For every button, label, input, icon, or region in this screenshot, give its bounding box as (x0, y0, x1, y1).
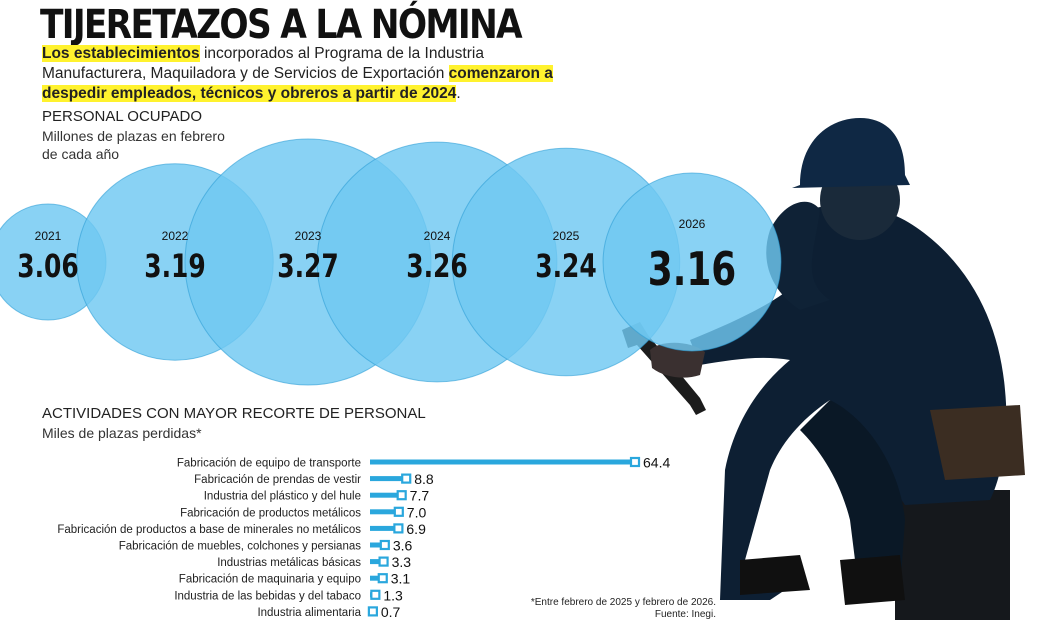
bar (370, 525, 399, 531)
bubble-value-label: 3.24 (535, 247, 597, 285)
bar (370, 476, 407, 482)
bar-category-label: Industria de las bebidas y del tabaco (174, 590, 361, 602)
bar-value-label: 3.1 (391, 571, 411, 587)
bar-end-marker (401, 473, 412, 484)
bubble-value-label: 3.06 (17, 247, 79, 285)
section2-subtitle: Miles de plazas perdidas* (42, 425, 202, 441)
bar (370, 559, 384, 565)
bubble-value-label: 3.26 (406, 247, 468, 285)
toolbox-shape (895, 490, 1010, 620)
bubble-year-label: 2024 (424, 229, 451, 243)
footnote: *Entre febrero de 2025 y febrero de 2026… (530, 597, 716, 608)
bar (370, 509, 399, 515)
bubble-year-label: 2023 (295, 229, 322, 243)
bubble-value-label: 3.27 (277, 247, 339, 285)
bubble-year-label: 2026 (679, 217, 706, 231)
bar-value-label: 7.7 (410, 488, 430, 504)
bar-end-marker (378, 556, 389, 567)
bar-category-label: Fabricación de maquinaria y equipo (179, 574, 361, 586)
bubble-year-label: 2025 (553, 229, 580, 243)
bar-value-label: 7.0 (407, 504, 427, 520)
bar-value-label: 8.8 (414, 471, 434, 487)
worker-hand (650, 342, 705, 378)
bar (370, 575, 383, 581)
bar-category-label: Fabricación de prendas de vestir (194, 474, 361, 486)
bar-value-label: 64.4 (643, 455, 670, 471)
section1-subtitle-1: Millones de plazas en febrero (42, 128, 225, 144)
intro-highlight-1: Los establecimientos (42, 45, 200, 62)
bar (370, 492, 402, 498)
source-note: Fuente: Inegi. (654, 609, 716, 620)
section1-subtitle-2: de cada año (42, 146, 120, 162)
bar-category-label: Industria alimentaria (257, 607, 361, 619)
bar-value-label: 1.3 (383, 587, 403, 603)
bar-value-label: 3.6 (393, 538, 413, 554)
intro-end: . (456, 85, 461, 102)
bar-value-label: 0.7 (381, 604, 401, 620)
bar-category-label: Industria del plástico y del hule (204, 491, 361, 503)
section2-title: ACTIVIDADES CON MAYOR RECORTE DE PERSONA… (42, 405, 426, 422)
bar-category-label: Fabricación de productos metálicos (180, 507, 361, 519)
bubble-year-label: 2021 (35, 229, 62, 243)
bar-category-label: Fabricación de equipo de transporte (177, 458, 361, 470)
notes-block: *Entre febrero de 2025 y febrero de 2026… (531, 597, 716, 621)
tool-pouch (930, 405, 1025, 480)
bar-end-marker (629, 456, 641, 468)
bar-category-label: Industrias metálicas básicas (217, 557, 361, 569)
section1-title: PERSONAL OCUPADO (42, 108, 203, 125)
bar (370, 459, 635, 465)
bar-end-marker (377, 573, 388, 584)
bar-end-marker (379, 539, 390, 551)
bar-end-marker (367, 606, 378, 617)
worker-arm (766, 201, 830, 310)
bubble-year-label: 2022 (162, 229, 189, 243)
bar-end-marker (393, 523, 404, 534)
bar-end-marker (396, 490, 407, 501)
boot-left (740, 555, 810, 595)
bar-end-marker (393, 506, 404, 517)
boot-right (840, 555, 905, 605)
bar-category-label: Fabricación de muebles, colchones y pers… (119, 541, 362, 553)
bar (370, 542, 385, 548)
page-title: TIJERETAZOS A LA NÓMINA (40, 2, 523, 48)
bar-value-label: 6.9 (406, 521, 426, 537)
helmet-shape (792, 118, 910, 188)
bar-end-marker (370, 589, 381, 600)
bubble-value-label: 3.16 (648, 243, 737, 297)
bar-category-label: Fabricación de productos a base de miner… (57, 524, 361, 536)
bubble-2026 (602, 172, 782, 352)
intro-text: incorporados al Programa de la Industria… (42, 45, 484, 82)
bar-value-label: 3.3 (392, 554, 412, 570)
intro-paragraph: Los establecimientos incorporados al Pro… (42, 44, 562, 104)
bubble-value-label: 3.19 (144, 247, 206, 285)
worker-leg (800, 400, 905, 600)
